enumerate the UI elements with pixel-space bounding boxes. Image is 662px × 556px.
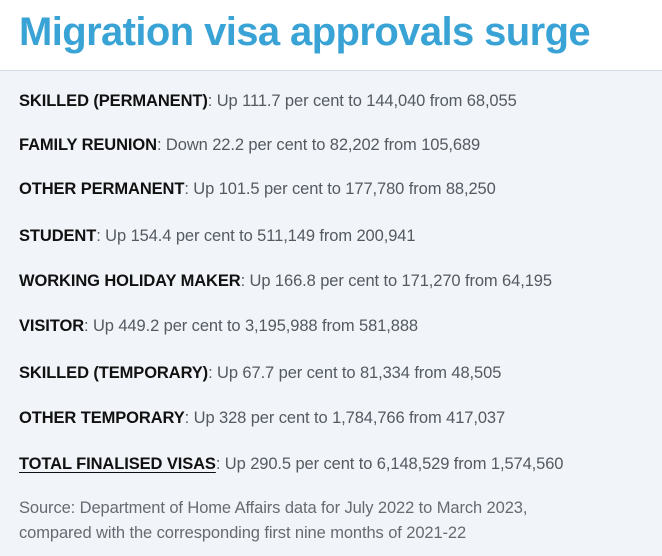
stat-row-family-reunion: FAMILY REUNION: Down 22.2 per cent to 82… — [19, 134, 480, 156]
stat-row-student: STUDENT: Up 154.4 per cent to 511,149 fr… — [19, 225, 416, 247]
stat-text: : Down 22.2 per cent to 82,202 from 105,… — [156, 136, 481, 154]
stat-row-visitor: VISITOR: Up 449.2 per cent to 3,195,988 … — [19, 315, 418, 337]
stat-row-skilled-temporary: SKILLED (TEMPORARY): Up 67.7 per cent to… — [19, 362, 501, 384]
source-line-2: compared with the corresponding first ni… — [19, 524, 467, 542]
stat-text: : Up 101.5 per cent to 177,780 from 88,2… — [184, 180, 496, 198]
source-note: Source: Department of Home Affairs data … — [19, 496, 527, 546]
source-line-1: Source: Department of Home Affairs data … — [19, 499, 528, 517]
stat-row-skilled-permanent: SKILLED (PERMANENT): Up 111.7 per cent t… — [19, 90, 517, 112]
stat-label: OTHER PERMANENT — [19, 180, 185, 198]
stat-label: WORKING HOLIDAY MAKER — [19, 272, 241, 290]
stat-row-other-temporary: OTHER TEMPORARY: Up 328 per cent to 1,78… — [19, 407, 505, 429]
divider — [0, 70, 662, 71]
stat-text: : Up 154.4 per cent to 511,149 from 200,… — [96, 227, 416, 245]
stat-text: : Up 328 per cent to 1,784,766 from 417,… — [184, 409, 506, 427]
stat-label: OTHER TEMPORARY — [19, 409, 185, 427]
stat-label: FAMILY REUNION — [19, 136, 157, 154]
stat-label-total: TOTAL FINALISED VISAS — [19, 455, 216, 473]
stat-text: : Up 67.7 per cent to 81,334 from 48,505 — [208, 364, 502, 382]
stat-text: : Up 290.5 per cent to 6,148,529 from 1,… — [215, 455, 564, 473]
stat-row-other-permanent: OTHER PERMANENT: Up 101.5 per cent to 17… — [19, 178, 496, 200]
stat-label: SKILLED (PERMANENT) — [19, 92, 208, 110]
stat-label: VISITOR — [19, 317, 85, 335]
stat-label: SKILLED (TEMPORARY) — [19, 364, 209, 382]
stat-text: : Up 449.2 per cent to 3,195,988 from 58… — [84, 317, 418, 335]
stat-row-working-holiday-maker: WORKING HOLIDAY MAKER: Up 166.8 per cent… — [19, 270, 552, 292]
stat-text: : Up 111.7 per cent to 144,040 from 68,0… — [207, 92, 517, 110]
title-band: Migration visa approvals surge — [0, 0, 662, 70]
page-title: Migration visa approvals surge — [19, 10, 591, 54]
stats-panel: SKILLED (PERMANENT): Up 111.7 per cent t… — [0, 70, 662, 556]
stat-row-total-finalised-visas: TOTAL FINALISED VISAS: Up 290.5 per cent… — [19, 453, 563, 475]
stat-text: : Up 166.8 per cent to 171,270 from 64,1… — [240, 272, 552, 290]
stat-label: STUDENT — [19, 227, 97, 245]
